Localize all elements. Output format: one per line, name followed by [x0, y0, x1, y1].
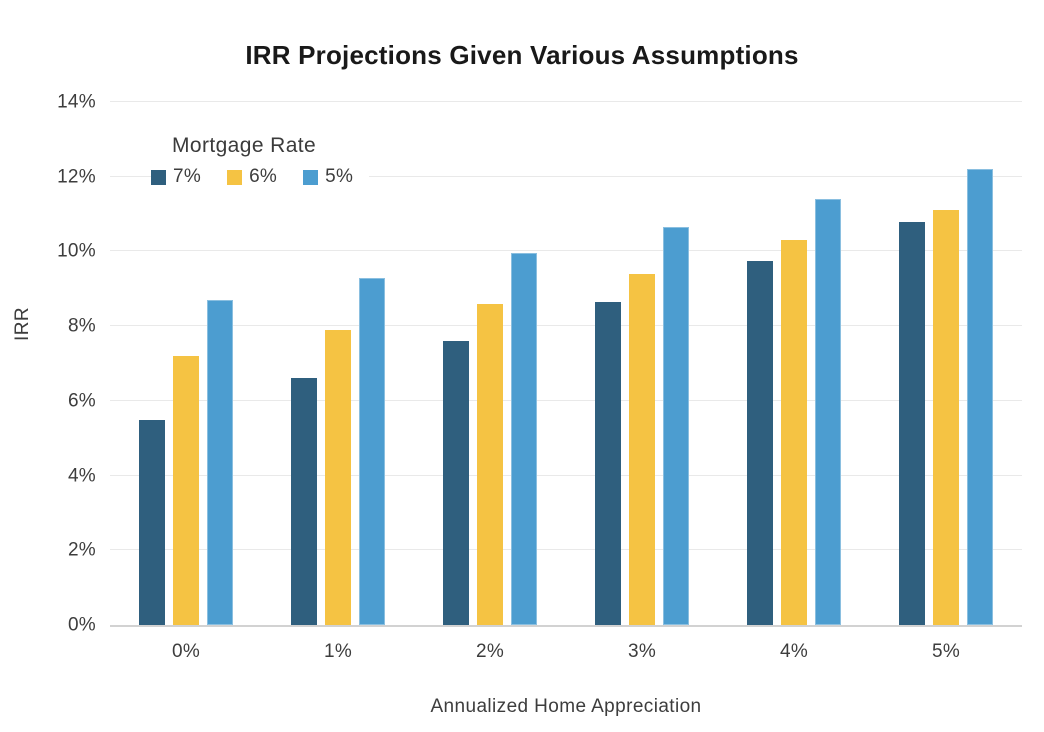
y-tick-label: 8% [67, 315, 96, 337]
legend-item: 5% [303, 166, 353, 188]
bar-group [110, 102, 262, 625]
bar [781, 240, 807, 625]
bar [443, 341, 469, 625]
bar [595, 301, 621, 625]
x-axis-labels: 0% 1% 2% 3% 4% 5% [110, 641, 1022, 663]
y-tick-label: 12% [57, 166, 96, 188]
y-tick-label: 14% [57, 91, 96, 113]
x-tick-label: 5% [931, 641, 961, 662]
x-tick-label: 3% [627, 641, 657, 662]
bar [933, 210, 959, 625]
bar-group [262, 102, 414, 625]
bar [629, 273, 655, 625]
legend-item-label: 7% [173, 166, 202, 187]
y-axis-labels: 0% 2% 4% 6% 8% 10% 12% 14% [0, 93, 96, 635]
bar [325, 329, 351, 625]
legend-swatch [227, 169, 243, 185]
bar-group [566, 102, 718, 625]
x-tick-label: 0% [171, 641, 201, 662]
bar [359, 277, 385, 625]
bar [291, 378, 317, 625]
bar [139, 419, 165, 625]
x-axis-title: Annualized Home Appreciation [430, 696, 702, 717]
y-tick-label: 6% [67, 390, 96, 412]
gridline [110, 325, 1022, 327]
bar-group [870, 102, 1022, 625]
bar [173, 356, 199, 625]
gridline [110, 250, 1022, 252]
x-tick-label: 1% [323, 641, 353, 662]
legend-item: 6% [227, 166, 277, 188]
x-tick-label: 2% [475, 641, 505, 662]
legend-items: 7% 6% 5% [151, 166, 353, 188]
gridline [110, 175, 1022, 177]
legend-swatch [303, 169, 319, 185]
y-tick-label: 10% [57, 240, 96, 262]
plot-area [110, 101, 1022, 627]
bar [747, 260, 773, 625]
gridline [110, 474, 1022, 476]
y-tick-label: 2% [67, 539, 96, 561]
gridline [110, 399, 1022, 401]
legend-item: 7% [151, 166, 201, 188]
bar [663, 227, 689, 625]
bar-group [718, 102, 870, 625]
legend-item-label: 5% [325, 166, 354, 187]
bar [511, 253, 537, 625]
gridline [110, 101, 1022, 102]
bar [815, 199, 841, 625]
bar-groups [110, 102, 1022, 625]
legend-title: Mortgage Rate [172, 134, 317, 157]
chart-title: IRR Projections Given Various Assumption… [245, 40, 799, 70]
bar [967, 169, 993, 625]
gridline [110, 549, 1022, 551]
bar [899, 221, 925, 625]
x-tick-label: 4% [779, 641, 809, 662]
legend-swatch [151, 169, 166, 185]
legend-item-label: 6% [249, 166, 278, 187]
bar [477, 303, 503, 625]
legend: Mortgage Rate 7% 6% 5% [151, 131, 370, 192]
y-tick-label: 4% [67, 465, 96, 487]
y-tick-label: 0% [67, 614, 96, 636]
bar-group [414, 102, 566, 625]
bar [207, 300, 233, 625]
